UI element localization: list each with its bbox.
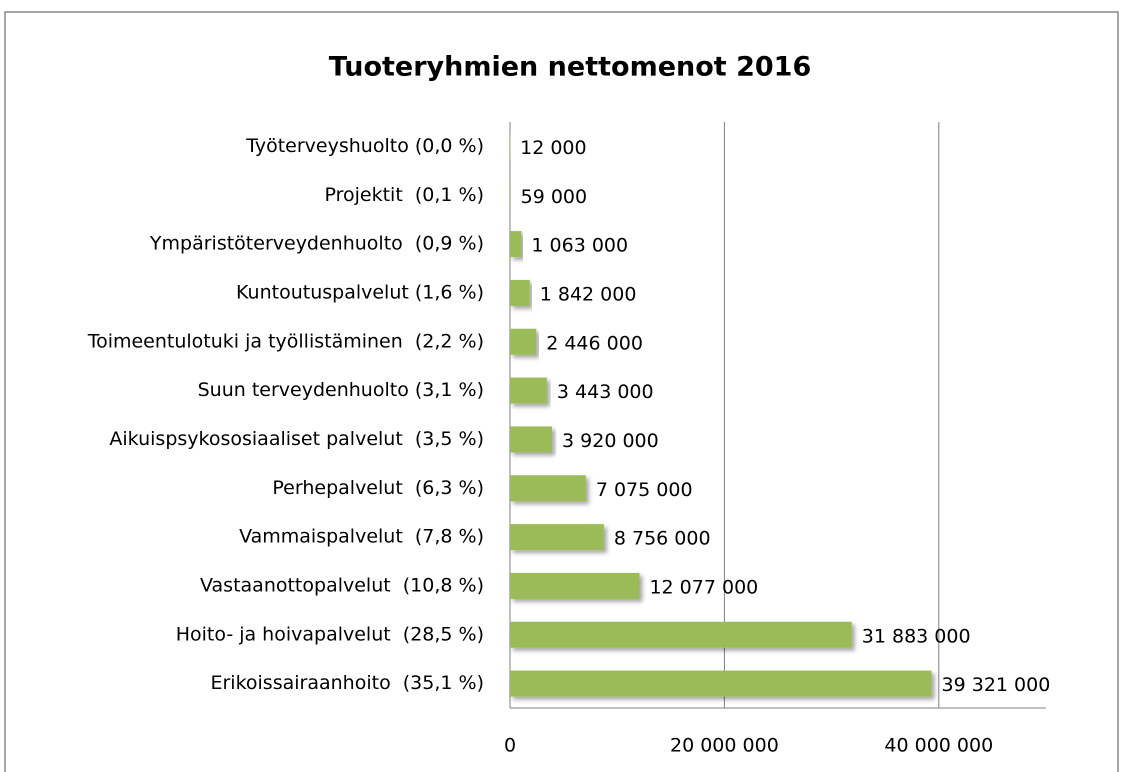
x-tick-label: 40 000 000 — [884, 735, 993, 757]
x-tick-label: 20 000 000 — [670, 735, 779, 757]
bar — [510, 475, 586, 502]
y-tick-label: Vammaispalvelut (7,8 %) — [239, 526, 484, 548]
data-label: 12 000 — [520, 137, 586, 159]
bar — [510, 328, 537, 355]
y-tick-label: Projektit (0,1 %) — [324, 184, 484, 206]
bar — [510, 670, 932, 697]
bar — [510, 572, 640, 599]
data-label: 39 321 000 — [942, 674, 1051, 696]
y-tick-label: Kuntoutuspalvelut (1,6 %) — [236, 281, 484, 303]
y-tick-label: Ympäristöterveydenhuolto (0,9 %) — [149, 233, 484, 255]
data-label: 3 443 000 — [557, 381, 654, 403]
x-tick-label: 0 — [504, 735, 516, 757]
data-label: 1 063 000 — [531, 235, 628, 257]
bar — [510, 182, 511, 209]
data-label: 1 842 000 — [540, 283, 637, 305]
data-label: 31 883 000 — [862, 625, 971, 647]
bar — [510, 231, 522, 258]
y-tick-label: Suun terveydenhuolto (3,1 %) — [198, 379, 484, 401]
bar — [510, 524, 604, 551]
y-tick-label: Perhepalvelut (6,3 %) — [272, 477, 484, 499]
data-label: 3 920 000 — [562, 430, 659, 452]
y-tick-label: Toimeentulotuki ja työllistäminen (2,2 %… — [87, 330, 484, 352]
y-tick-label: Aikuispsykososiaaliset palvelut (3,5 %) — [109, 428, 484, 450]
data-label: 8 756 000 — [614, 528, 711, 550]
y-tick-label: Vastaanottopalvelut (10,8 %) — [200, 574, 484, 596]
y-tick-label: Työterveyshuolto (0,0 %) — [245, 135, 484, 157]
bar — [510, 377, 547, 404]
bar — [510, 621, 852, 648]
chart-frame — [4, 11, 1119, 772]
y-tick-label: Erikoissairaanhoito (35,1 %) — [210, 672, 484, 694]
data-label: 7 075 000 — [596, 479, 693, 501]
y-tick-label: Hoito- ja hoivapalvelut (28,5 %) — [176, 623, 484, 645]
data-label: 2 446 000 — [546, 332, 643, 354]
chart-title: Tuoteryhmien nettomenot 2016 — [329, 52, 811, 83]
bar — [510, 133, 511, 160]
bar — [510, 426, 553, 453]
bar — [510, 279, 530, 306]
data-label: 59 000 — [521, 186, 587, 208]
data-label: 12 077 000 — [649, 576, 758, 598]
